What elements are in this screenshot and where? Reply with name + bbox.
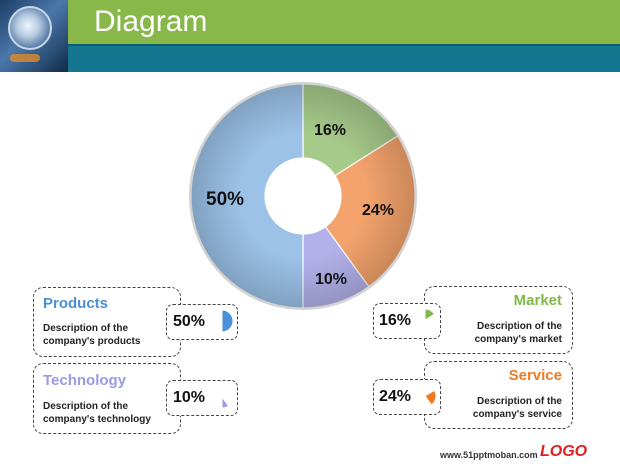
market-desc-line1: Description of the [476, 321, 562, 332]
data-label-service: 24% [362, 202, 395, 219]
products-badge-pct: 50% [173, 313, 206, 330]
data-label-market: 16% [314, 122, 347, 139]
technology-badge: 10% [166, 380, 238, 416]
technology-desc-line2: company's technology [43, 414, 151, 425]
headlight-icon [8, 6, 52, 50]
products-title: Products [43, 295, 109, 312]
market-desc-line2: company's market [474, 334, 562, 345]
technology-badge-pct: 10% [173, 389, 206, 406]
technology-desc: Description of the company's technology [43, 400, 163, 426]
service-desc-line2: company's service [472, 409, 562, 420]
technology-desc-line1: Description of the [43, 401, 129, 412]
products-desc: Description of the company's products [43, 322, 163, 348]
market-pie-icon [424, 308, 436, 321]
technology-title: Technology [43, 372, 127, 389]
service-card: Service Description of the company's ser… [424, 361, 573, 429]
service-title: Service [508, 367, 562, 384]
service-pie-icon [424, 389, 437, 406]
logo: LOGO [540, 443, 588, 460]
header-photo [0, 0, 68, 72]
service-desc: Description of the company's service [442, 395, 562, 421]
technology-card: Technology Description of the company's … [33, 363, 181, 434]
page-title: Diagram [94, 5, 208, 38]
market-desc: Description of the company's market [442, 320, 562, 346]
header-strip [68, 44, 620, 72]
products-card: Products Description of the company's pr… [33, 287, 181, 357]
market-title: Market [513, 292, 562, 309]
service-badge-pct: 24% [379, 388, 412, 405]
header-bar [68, 0, 620, 44]
technology-pie-icon [221, 395, 230, 409]
data-label-products: 50% [206, 189, 245, 210]
footer-url: www.51pptmoban.com [440, 450, 538, 460]
market-card: Market Description of the company's mark… [424, 286, 573, 354]
products-pie-icon [221, 309, 234, 333]
market-badge-pct: 16% [379, 312, 412, 329]
products-desc-line1: Description of the [43, 323, 129, 334]
data-label-technology: 10% [315, 271, 348, 288]
market-badge: 16% [373, 303, 441, 339]
header-rule [68, 44, 620, 46]
photo-accent [10, 54, 40, 62]
products-desc-line2: company's products [43, 336, 141, 347]
service-desc-line1: Description of the [476, 396, 562, 407]
